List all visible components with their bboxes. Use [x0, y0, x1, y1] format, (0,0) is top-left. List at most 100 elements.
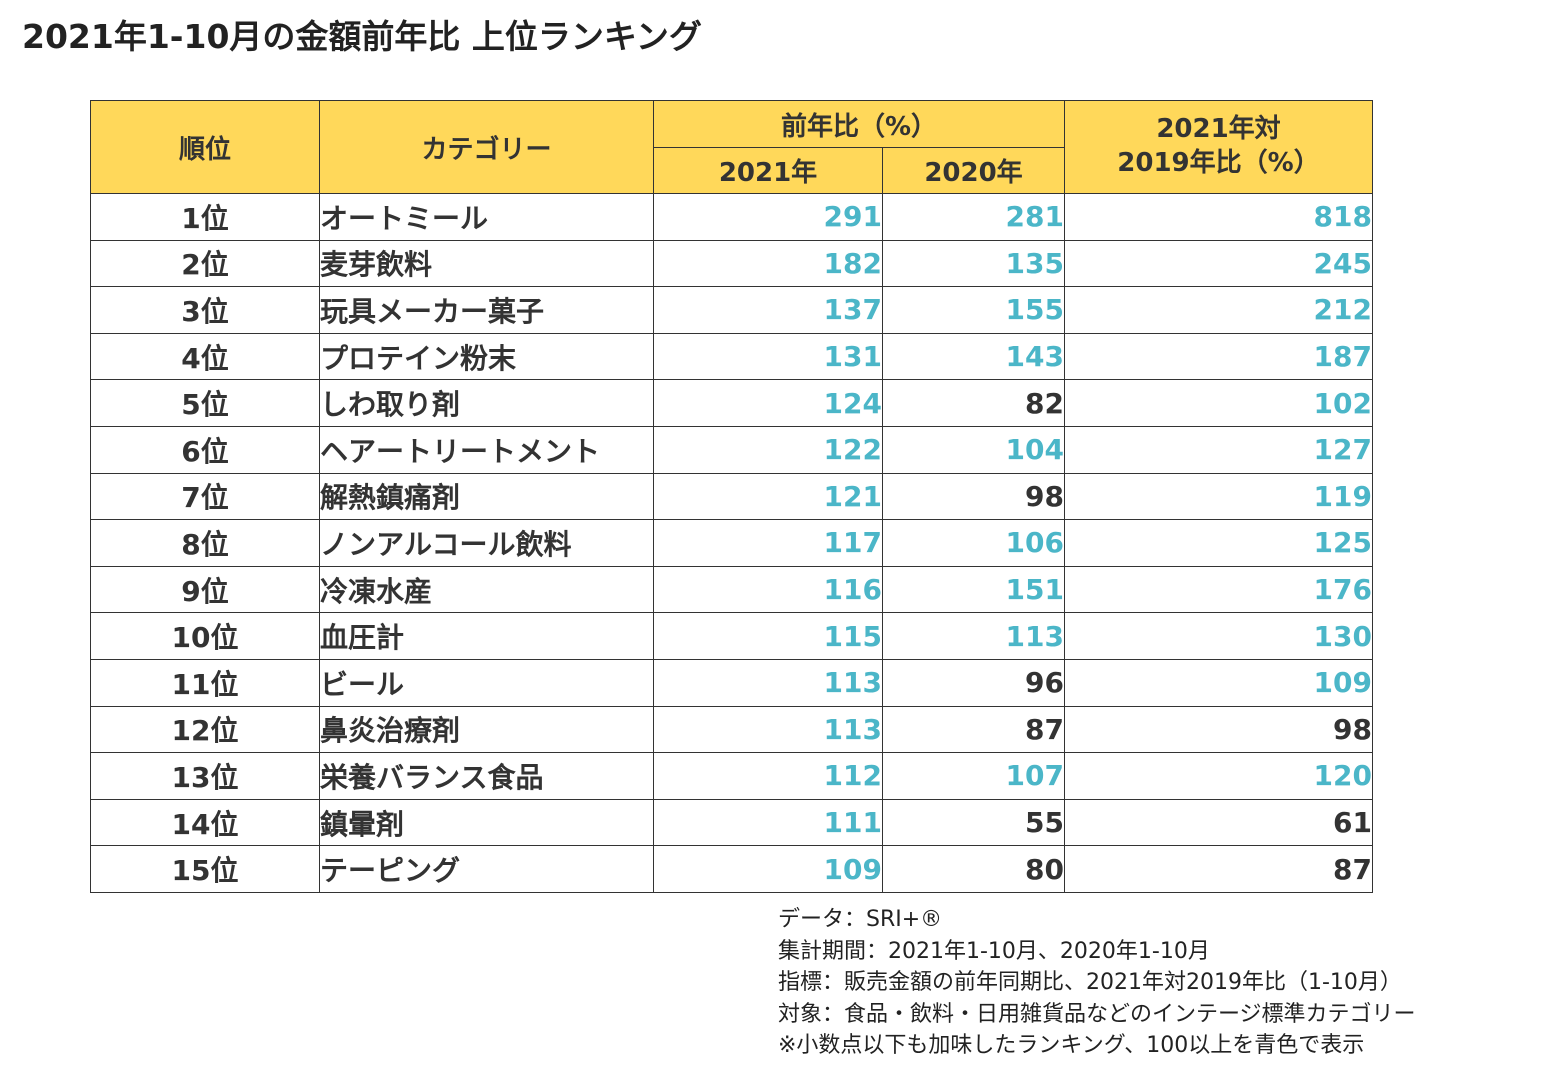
- category-cell: 鼻炎治療剤: [319, 705, 654, 754]
- yoy-2020-cell: 281: [882, 193, 1065, 241]
- vs-2019-cell: 102: [1064, 379, 1373, 427]
- table-row: 8位 ノンアルコール飲料 117 106 125: [90, 519, 1373, 567]
- rank-cell: 15位: [90, 845, 320, 893]
- vs-2019-cell: 187: [1064, 332, 1373, 381]
- vs-2019-cell: 176: [1064, 565, 1373, 614]
- rank-cell: 12位: [90, 705, 320, 754]
- table-row: 10位 血圧計 115 113 130: [90, 612, 1373, 660]
- vs-2019-cell: 109: [1064, 658, 1373, 707]
- rank-cell: 9位: [90, 565, 320, 614]
- yoy-2020-cell: 107: [882, 752, 1065, 800]
- yoy-2021-cell: 182: [653, 239, 883, 288]
- yoy-2020-cell: 113: [882, 612, 1065, 660]
- header-rank: 順位: [90, 100, 320, 194]
- category-cell: プロテイン粉末: [319, 332, 654, 381]
- category-cell: 玩具メーカー菓子: [319, 286, 654, 334]
- category-cell: ヘアートリートメント: [319, 425, 654, 474]
- header-vs-2019-line2: 2019年比（%）: [1117, 148, 1320, 178]
- table-row: 2位 麦芽飲料 182 135 245: [90, 239, 1373, 288]
- yoy-2021-cell: 112: [653, 752, 883, 800]
- yoy-2021-cell: 122: [653, 425, 883, 474]
- category-cell: しわ取り剤: [319, 379, 654, 427]
- table-row: 11位 ビール 113 96 109: [90, 658, 1373, 707]
- rank-cell: 5位: [90, 379, 320, 427]
- yoy-2021-cell: 109: [653, 845, 883, 893]
- header-vs-2019: 2021年対 2019年比（%）: [1064, 100, 1373, 194]
- vs-2019-cell: 61: [1064, 798, 1373, 847]
- header-2021: 2021年: [653, 147, 883, 194]
- vs-2019-cell: 98: [1064, 705, 1373, 754]
- footnote-period: 集計期間：2021年1-10月、2020年1-10月: [778, 938, 1210, 964]
- rank-cell: 1位: [90, 193, 320, 241]
- footnote-source: データ：SRI+®: [778, 907, 943, 932]
- rank-cell: 13位: [90, 752, 320, 800]
- yoy-2021-cell: 291: [653, 193, 883, 241]
- vs-2019-cell: 130: [1064, 612, 1373, 660]
- category-cell: 解熱鎮痛剤: [319, 472, 654, 521]
- vs-2019-cell: 127: [1064, 425, 1373, 474]
- rank-cell: 2位: [90, 239, 320, 288]
- category-cell: オートミール: [319, 193, 654, 241]
- yoy-2021-cell: 121: [653, 472, 883, 521]
- table-row: 3位 玩具メーカー菓子 137 155 212: [90, 286, 1373, 334]
- category-cell: 栄養バランス食品: [319, 752, 654, 800]
- vs-2019-cell: 120: [1064, 752, 1373, 800]
- yoy-2021-cell: 111: [653, 798, 883, 847]
- yoy-2020-cell: 96: [882, 658, 1065, 707]
- yoy-2020-cell: 106: [882, 519, 1065, 567]
- footnote-remark: ※小数点以下も加味したランキング、100以上を青色で表示: [778, 1033, 1365, 1058]
- category-cell: ビール: [319, 658, 654, 707]
- table-row: 12位 鼻炎治療剤 113 87 98: [90, 705, 1373, 754]
- vs-2019-cell: 212: [1064, 286, 1373, 334]
- table-row: 5位 しわ取り剤 124 82 102: [90, 379, 1373, 427]
- yoy-2021-cell: 113: [653, 705, 883, 754]
- rank-cell: 10位: [90, 612, 320, 660]
- header-category: カテゴリー: [319, 100, 654, 194]
- yoy-2021-cell: 115: [653, 612, 883, 660]
- page-title: 2021年1-10月の金額前年比 上位ランキング: [22, 17, 702, 56]
- header-yoy-group: 前年比（%）: [653, 100, 1065, 148]
- yoy-2020-cell: 143: [882, 332, 1065, 381]
- table-row: 1位 オートミール 291 281 818: [90, 193, 1373, 241]
- table-row: 15位 テーピング 109 80 87: [90, 845, 1373, 893]
- table-body: 1位 オートミール 291 281 818 2位 麦芽飲料 182 135 245 3位 玩具メーカー…: [90, 193, 1373, 893]
- vs-2019-cell: 245: [1064, 239, 1373, 288]
- yoy-2020-cell: 82: [882, 379, 1065, 427]
- table-row: 9位 冷凍水産 116 151 176: [90, 565, 1373, 614]
- category-cell: 鎮暈剤: [319, 798, 654, 847]
- header-vs-2019-line1: 2021年対: [1156, 114, 1281, 145]
- rank-cell: 8位: [90, 519, 320, 567]
- yoy-2021-cell: 113: [653, 658, 883, 707]
- ranking-table: 順位 カテゴリー 前年比（%） 2021年対 2019年比（%） 2021年 2…: [90, 100, 1373, 893]
- yoy-2021-cell: 131: [653, 332, 883, 381]
- yoy-2021-cell: 124: [653, 379, 883, 427]
- yoy-2020-cell: 80: [882, 845, 1065, 893]
- rank-cell: 11位: [90, 658, 320, 707]
- footnote-metric: 指標：販売金額の前年同期比、2021年対2019年比（1-10月）: [778, 970, 1402, 995]
- footnotes: データ：SRI+® 集計期間：2021年1-10月、2020年1-10月 指標：…: [778, 904, 1416, 1062]
- yoy-2021-cell: 117: [653, 519, 883, 567]
- category-cell: 血圧計: [319, 612, 654, 660]
- vs-2019-cell: 87: [1064, 845, 1373, 893]
- rank-cell: 7位: [90, 472, 320, 521]
- yoy-2020-cell: 151: [882, 565, 1065, 614]
- yoy-2020-cell: 87: [882, 705, 1065, 754]
- category-cell: テーピング: [319, 845, 654, 893]
- table-row: 13位 栄養バランス食品 112 107 120: [90, 752, 1373, 800]
- category-cell: 麦芽飲料: [319, 239, 654, 288]
- category-cell: ノンアルコール飲料: [319, 519, 654, 567]
- yoy-2020-cell: 135: [882, 239, 1065, 288]
- table-row: 7位 解熱鎮痛剤 121 98 119: [90, 472, 1373, 521]
- table-row: 4位 プロテイン粉末 131 143 187: [90, 332, 1373, 381]
- rank-cell: 6位: [90, 425, 320, 474]
- table-row: 6位 ヘアートリートメント 122 104 127: [90, 425, 1373, 474]
- vs-2019-cell: 119: [1064, 472, 1373, 521]
- yoy-2020-cell: 98: [882, 472, 1065, 521]
- yoy-2021-cell: 116: [653, 565, 883, 614]
- vs-2019-cell: 818: [1064, 193, 1373, 241]
- yoy-2020-cell: 55: [882, 798, 1065, 847]
- rank-cell: 3位: [90, 286, 320, 334]
- header-2020: 2020年: [882, 147, 1065, 194]
- category-cell: 冷凍水産: [319, 565, 654, 614]
- rank-cell: 14位: [90, 798, 320, 847]
